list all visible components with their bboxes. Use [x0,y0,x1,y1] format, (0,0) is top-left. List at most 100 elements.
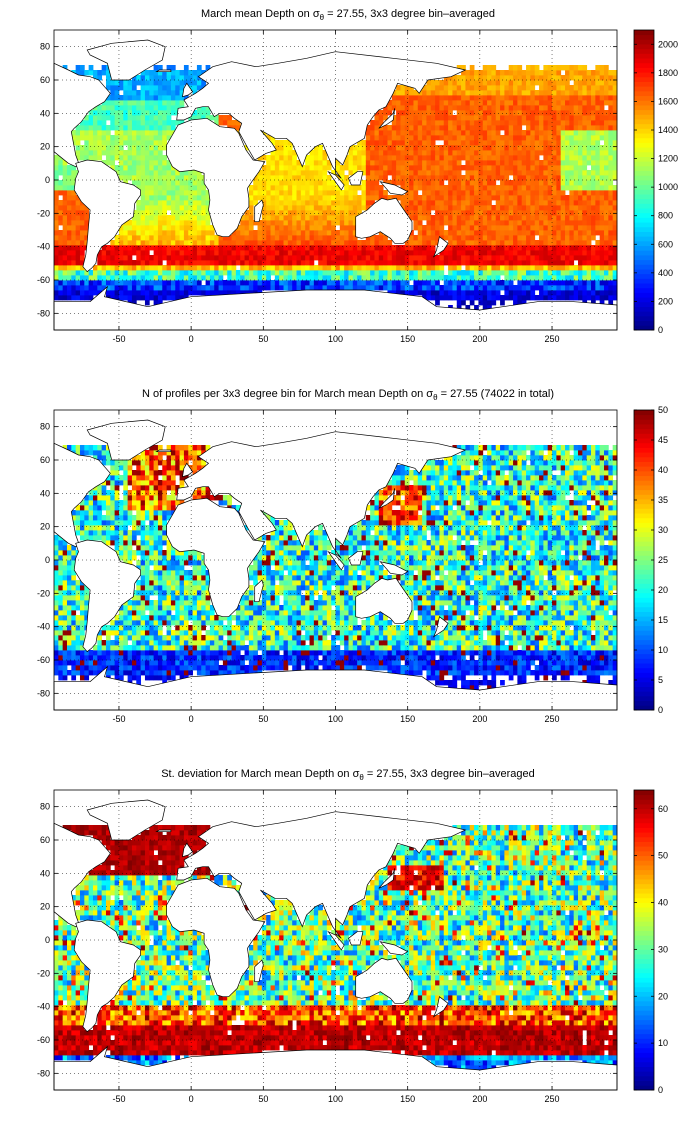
heatmap-cell [565,200,570,206]
heatmap-cell [283,265,289,271]
heatmap-cell [144,135,150,141]
heatmap-cell [253,195,258,201]
heatmap-cell [361,155,367,161]
heatmap-cell [456,285,462,291]
heatmap-cell [105,245,111,251]
heatmap-cell [261,225,267,231]
heatmap-cell [196,190,202,196]
heatmap-cell [183,70,189,76]
heatmap-cells [54,65,618,311]
heatmap-cell [370,270,375,276]
heatmap-cell [144,95,150,101]
heatmap-cell [534,240,540,246]
heatmap-cell [456,115,462,121]
heatmap-cell [417,165,423,171]
heatmap-cell [62,295,68,301]
heatmap-cell [474,200,479,206]
heatmap-cell [79,505,85,511]
heatmap-cell [58,630,64,636]
heatmap-cell [318,205,323,211]
heatmap-cell [435,255,440,261]
heatmap-cell [300,175,306,181]
heatmap-cell [569,230,575,236]
heatmap-cell [513,75,518,81]
heatmap-cell [500,265,505,271]
heatmap-cell [240,225,245,231]
heatmap-cell [309,235,315,241]
heatmap-cell [586,290,592,296]
heatmap-cell [547,160,553,166]
heatmap-cell [409,90,414,96]
heatmap-cell [508,70,514,76]
heatmap-cell [456,215,462,221]
heatmap-cell [599,280,605,286]
heatmap-cell [136,260,142,266]
heatmap-cell [71,515,77,521]
heatmap-cell [357,160,362,166]
heatmap-cell [383,160,388,166]
heatmap-cell [417,215,423,221]
heatmap-cell [326,280,332,286]
heatmap-cell [604,75,609,81]
heatmap-cell [565,105,570,111]
heatmap-cell [331,195,336,201]
heatmap-cell [144,145,150,151]
heatmap-cell [409,210,414,216]
heatmap-cell [547,210,553,216]
heatmap-cell [84,275,90,281]
heatmap-cell [586,195,592,201]
heatmap-cell [430,235,436,241]
heatmap-cell [84,650,90,656]
heatmap-cell [513,105,518,111]
heatmap-cell [361,185,367,191]
heatmap-cell [218,260,224,266]
heatmap-cell [261,280,267,286]
heatmap-cell [612,80,618,86]
heatmap-cell [495,150,501,156]
heatmap-cell [287,260,293,266]
heatmap-cell [118,255,124,261]
heatmap-cell [565,135,570,141]
heatmap-cell [318,165,323,171]
heatmap-cell [543,260,549,266]
heatmap-cell [283,210,289,216]
heatmap-cell [469,210,475,216]
heatmap-cell [201,255,206,261]
heatmap-cell [344,195,349,201]
heatmap-cell [495,270,501,276]
heatmap-cell [62,570,68,576]
heatmap-cell [569,70,575,76]
heatmap-cell [54,625,59,631]
heatmap-cell [465,185,471,191]
heatmap-cell [196,255,202,261]
heatmap-cell [58,535,64,541]
heatmap-cell [560,205,566,211]
landmass [348,171,364,186]
heatmap-cell [443,285,449,291]
heatmap-cell [391,95,397,101]
heatmap-cell [578,165,583,171]
heatmap-cell [144,175,150,181]
heatmap-cell [313,245,319,251]
heatmap-cell [136,95,142,101]
heatmap-cell [240,250,245,256]
heatmap-cell [292,185,297,191]
heatmap-cell [586,75,592,81]
heatmap-cell [556,245,562,251]
heatmap-cell [422,115,427,121]
heatmap-cell [257,180,263,186]
heatmap-cell [101,130,107,136]
heatmap-cell [62,565,68,571]
heatmap-cell [383,110,388,116]
heatmap-cell [443,195,449,201]
heatmap-cell [487,280,492,286]
heatmap-cell [582,290,588,296]
heatmap-cell [318,150,323,156]
heatmap-cell [309,205,315,211]
heatmap-cell [326,175,332,181]
heatmap-cell [183,250,189,256]
heatmap-cell [578,180,583,186]
heatmap-cell [409,195,414,201]
heatmap-cell [357,240,362,246]
heatmap-cell [79,660,85,666]
